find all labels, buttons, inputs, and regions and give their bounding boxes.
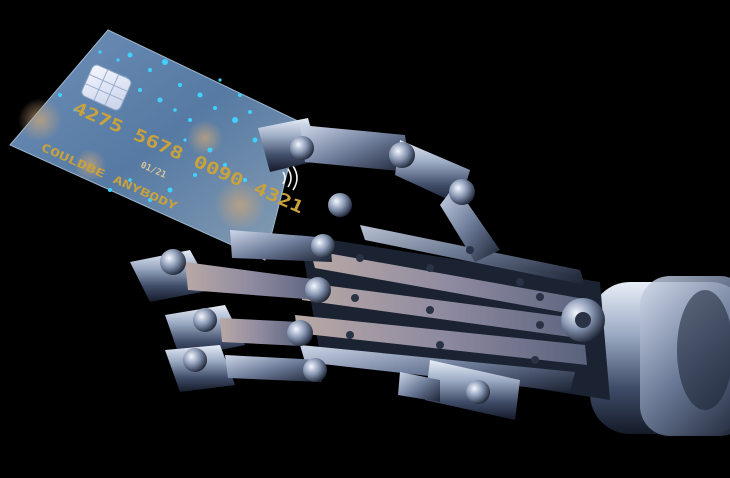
robot-forearm xyxy=(590,276,730,436)
card-chip-icon xyxy=(81,64,132,111)
robot-hand xyxy=(130,118,730,436)
robot-finger-ring xyxy=(165,305,313,358)
contactless-icon xyxy=(282,165,298,191)
robot-rivets xyxy=(346,246,544,364)
robot-finger-middle xyxy=(130,230,335,303)
credit-card: 4275 5678 0090 4321 01/21 COULDBE ANYBOD… xyxy=(9,29,306,261)
robot-finger-index xyxy=(258,118,500,262)
card-bokeh-spots xyxy=(18,98,266,231)
robot-thumb xyxy=(398,360,520,420)
card-sparkles xyxy=(58,50,272,202)
robot-finger-pinky xyxy=(165,345,327,392)
